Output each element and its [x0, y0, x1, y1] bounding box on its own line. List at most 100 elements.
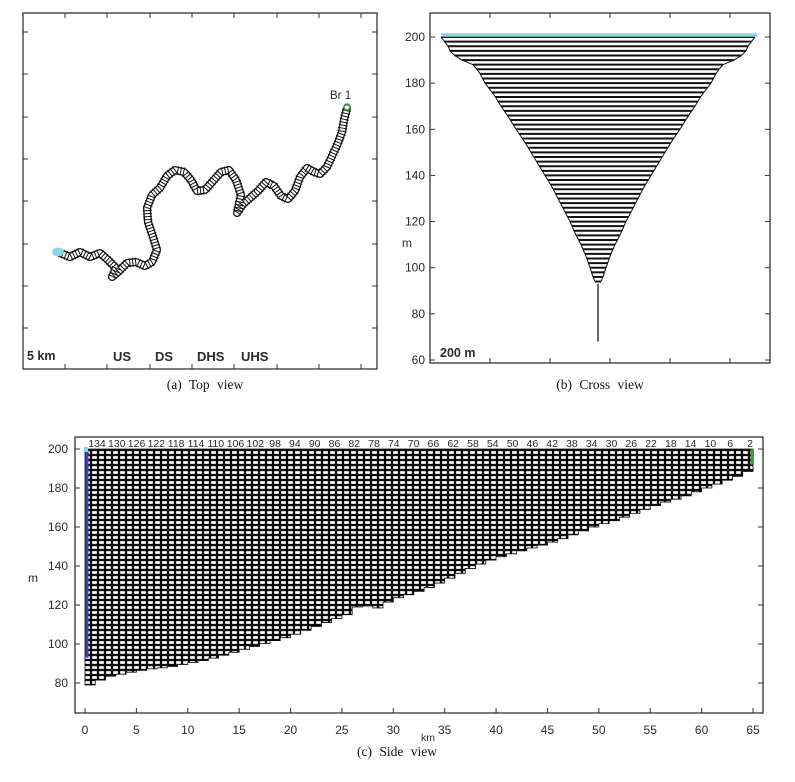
svg-text:118: 118: [168, 438, 185, 450]
legend-label-dhs: DHS: [197, 349, 225, 364]
svg-text:82: 82: [348, 438, 360, 450]
svg-text:50: 50: [592, 723, 606, 737]
svg-text:86: 86: [329, 438, 341, 450]
left-section-marker: [85, 449, 89, 658]
svg-text:40: 40: [489, 723, 503, 737]
svg-text:90: 90: [309, 438, 321, 450]
svg-text:140: 140: [405, 168, 425, 182]
section-number-row: 134 130 126 122 118 114 110 106 102 98 94 90 86 82 78 7…: [88, 438, 753, 450]
svg-text:42: 42: [546, 438, 558, 450]
svg-text:0: 0: [82, 723, 89, 737]
svg-text:34: 34: [586, 438, 598, 450]
legend-label-ds: DS: [155, 349, 173, 364]
x-axis-title: km: [421, 732, 435, 744]
funnel-left-edge: [440, 36, 596, 282]
funnel-right-edge: [600, 36, 756, 282]
svg-text:62: 62: [447, 438, 459, 450]
svg-text:160: 160: [405, 122, 425, 136]
downstream-marker: [52, 247, 64, 257]
scale-label-5km: 5 km: [27, 349, 56, 363]
riverbed-wedge: [84, 448, 754, 686]
svg-text:18: 18: [665, 438, 677, 450]
legend-label-uhs: UHS: [241, 349, 269, 364]
svg-text:100: 100: [48, 637, 68, 651]
svg-text:100: 100: [405, 261, 425, 275]
svg-text:58: 58: [467, 438, 479, 450]
svg-text:26: 26: [625, 438, 637, 450]
upstream-marker: [343, 103, 351, 111]
svg-text:78: 78: [368, 438, 380, 450]
svg-text:38: 38: [566, 438, 578, 450]
caption-cross-view: (b) Cross view: [556, 377, 644, 392]
svg-text:102: 102: [247, 438, 265, 450]
svg-text:98: 98: [269, 438, 281, 450]
svg-text:20: 20: [284, 723, 298, 737]
svg-text:74: 74: [388, 438, 400, 450]
svg-text:5: 5: [133, 723, 140, 737]
svg-text:122: 122: [148, 438, 166, 450]
caption-side-view: (c) Side view: [357, 744, 437, 759]
svg-text:22: 22: [645, 438, 657, 450]
top-view-content: Br 1 5 km US DS DHS UHS: [22, 12, 378, 370]
svg-text:66: 66: [428, 438, 440, 450]
svg-text:10: 10: [181, 723, 195, 737]
svg-text:130: 130: [108, 438, 126, 450]
svg-text:120: 120: [405, 215, 425, 229]
svg-text:45: 45: [541, 723, 555, 737]
svg-text:94: 94: [289, 438, 301, 450]
svg-text:6: 6: [727, 438, 733, 450]
svg-text:106: 106: [227, 438, 245, 450]
y-axis-labels: 80 100 120 140 160 180 200: [48, 442, 68, 690]
top-view-plot: Br 1 5 km US DS DHS UHS: [22, 12, 378, 370]
svg-text:55: 55: [644, 723, 658, 737]
svg-text:120: 120: [48, 598, 68, 612]
svg-text:80: 80: [55, 676, 69, 690]
svg-text:140: 140: [48, 559, 68, 573]
x-axis-ticks: [84, 708, 754, 713]
legend-label-us: US: [113, 349, 131, 364]
side-view-plot: 134 130 126 122 118 114 110 106 102 98 94 90 86 82 78 7…: [28, 436, 764, 744]
y-axis-title: m: [28, 571, 38, 585]
svg-text:30: 30: [606, 438, 618, 450]
svg-text:160: 160: [48, 520, 68, 534]
station-label: Br 1: [330, 90, 351, 102]
svg-text:65: 65: [746, 723, 760, 737]
svg-text:70: 70: [408, 438, 420, 450]
axis-ticks: [23, 13, 377, 369]
svg-text:200: 200: [405, 30, 425, 44]
y-axis-title: m: [402, 236, 412, 250]
svg-text:180: 180: [405, 76, 425, 90]
svg-text:54: 54: [487, 438, 499, 450]
river-cross-sections: [57, 108, 351, 280]
svg-text:110: 110: [207, 438, 224, 450]
svg-text:180: 180: [48, 481, 68, 495]
svg-text:60: 60: [412, 353, 426, 367]
scale-label-200m: 200 m: [440, 346, 475, 360]
svg-text:46: 46: [526, 438, 538, 450]
x-axis-labels: 0 5 10 15 20 25 30 35 40 45 50 55 60 65: [82, 723, 760, 737]
svg-text:114: 114: [188, 438, 205, 450]
caption-top-view: (a) Top view: [166, 377, 244, 392]
svg-text:30: 30: [387, 723, 401, 737]
svg-text:14: 14: [685, 438, 697, 450]
svg-text:134: 134: [88, 438, 106, 450]
svg-text:126: 126: [128, 438, 146, 450]
svg-text:2: 2: [747, 438, 753, 450]
cross-view-plot: 60 80 100 120 140 160 180 200 m 200 m: [402, 12, 771, 367]
svg-text:15: 15: [232, 723, 246, 737]
side-view-content: 134 130 126 122 118 114 110 106 102 98 94 90 86 82 78 7…: [28, 436, 764, 744]
axis-box: [74, 436, 764, 714]
svg-text:60: 60: [695, 723, 709, 737]
y-axis-labels: 60 80 100 120 140 160 180 200: [405, 30, 425, 367]
left-marker-cyan-tip: [84, 447, 88, 452]
axis-box: [429, 12, 771, 364]
right-section-marker: [750, 449, 754, 465]
axis-box: [22, 12, 378, 370]
axis-ticks: [430, 13, 770, 363]
svg-text:200: 200: [48, 442, 68, 456]
axis-ticks: [75, 448, 763, 684]
svg-text:50: 50: [507, 438, 519, 450]
channel-funnel: [441, 36, 755, 283]
svg-text:10: 10: [705, 438, 717, 450]
